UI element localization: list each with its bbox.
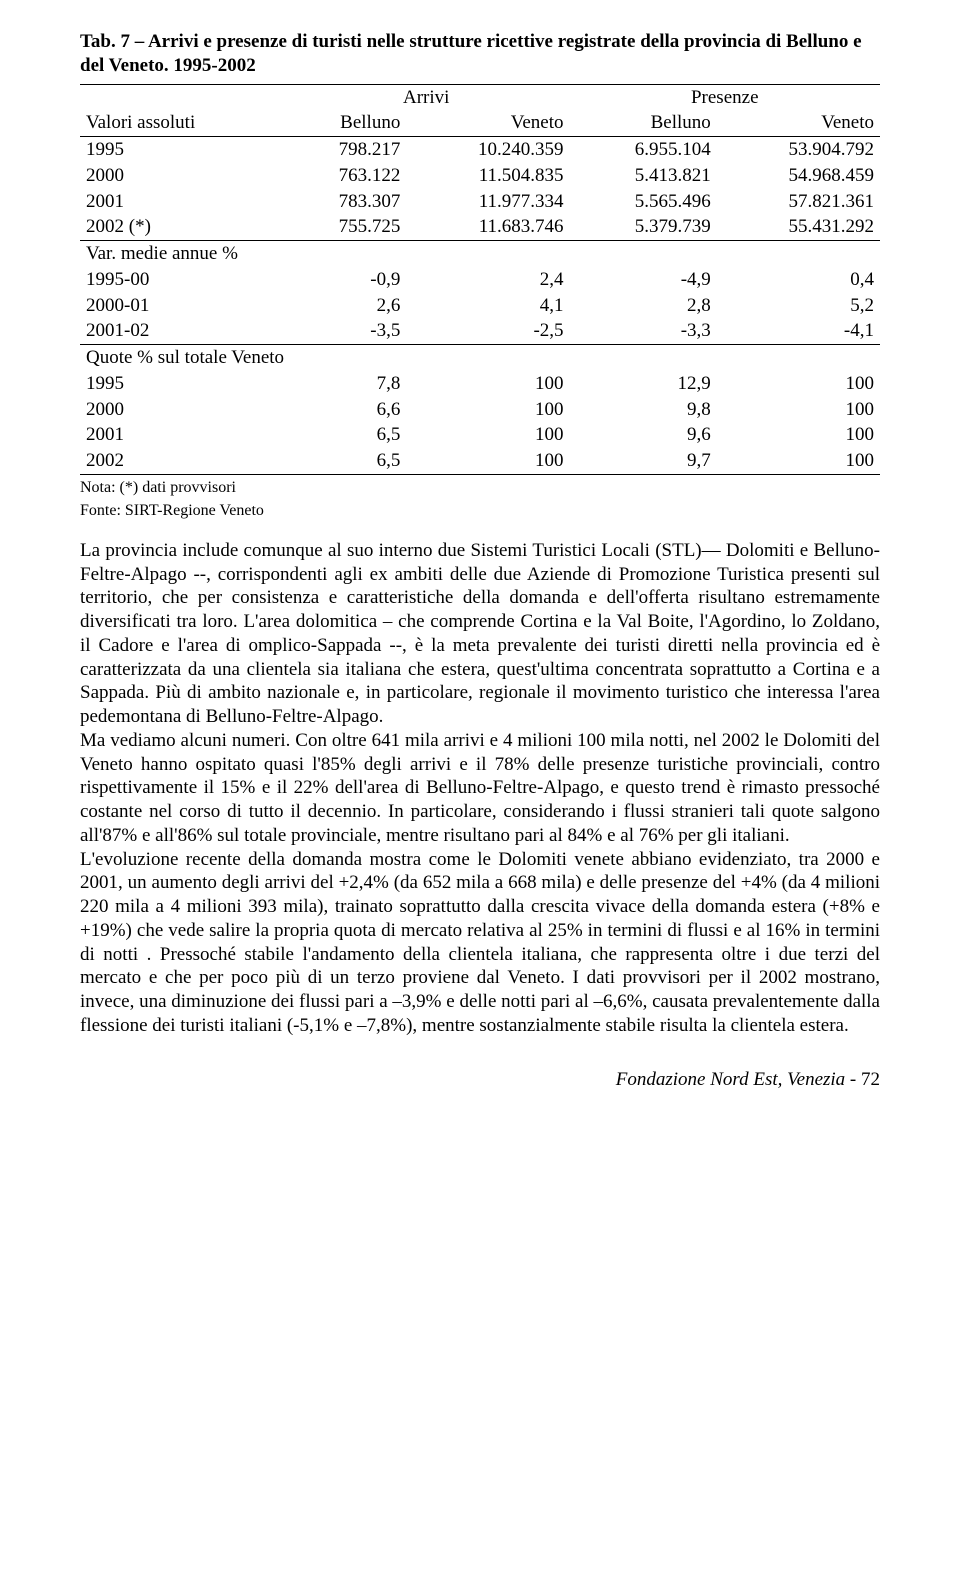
page-footer: Fondazione Nord Est, Venezia - 72 xyxy=(80,1068,880,1092)
table-cell: 6,5 xyxy=(283,422,406,448)
table-cell: 5.565.496 xyxy=(570,189,717,215)
page-number: 72 xyxy=(861,1069,880,1090)
table-cell: 1995-00 xyxy=(80,267,283,293)
table-cell: 2000 xyxy=(80,397,283,423)
header-veneto-2: Veneto xyxy=(717,110,880,136)
table-cell: 6,5 xyxy=(283,448,406,474)
table-cell: 100 xyxy=(717,422,880,448)
table-row: 20026,51009,7100 xyxy=(80,448,880,474)
table-cell: 100 xyxy=(406,397,569,423)
table-cell: 53.904.792 xyxy=(717,137,880,163)
table-cell: 2001-02 xyxy=(80,318,283,344)
table-cell: 5,2 xyxy=(717,293,880,319)
header-belluno-2: Belluno xyxy=(570,110,717,136)
table-cell: -2,5 xyxy=(406,318,569,344)
paragraph-2: Ma vediamo alcuni numeri. Con oltre 641 … xyxy=(80,729,880,848)
table-row: 20016,51009,6100 xyxy=(80,422,880,448)
section-quote-label: Quote % sul totale Veneto xyxy=(80,345,880,371)
section-var-label: Var. medie annue % xyxy=(80,241,880,267)
table-cell: 7,8 xyxy=(283,371,406,397)
header-presenze: Presenze xyxy=(570,84,880,110)
table-cell: 2,4 xyxy=(406,267,569,293)
table-cell: -3,5 xyxy=(283,318,406,344)
table-cell: 11.504.835 xyxy=(406,163,569,189)
table-row: 1995-00-0,92,4-4,90,4 xyxy=(80,267,880,293)
table-cell: 54.968.459 xyxy=(717,163,880,189)
table-cell: 5.413.821 xyxy=(570,163,717,189)
section-var: Var. medie annue % xyxy=(80,241,880,267)
table-row: 20006,61009,8100 xyxy=(80,397,880,423)
table-cell: 6.955.104 xyxy=(570,137,717,163)
table-cell: 12,9 xyxy=(570,371,717,397)
table-cell: 2,8 xyxy=(570,293,717,319)
table-cell: 2002 xyxy=(80,448,283,474)
table-cell: -4,1 xyxy=(717,318,880,344)
header-arrivi: Arrivi xyxy=(283,84,570,110)
header-belluno-1: Belluno xyxy=(283,110,406,136)
table-cell: 10.240.359 xyxy=(406,137,569,163)
table-cell: 1995 xyxy=(80,137,283,163)
table-cell: 1995 xyxy=(80,371,283,397)
table-note-2: Fonte: SIRT-Regione Veneto xyxy=(80,501,880,521)
table-row: 2001783.30711.977.3345.565.49657.821.361 xyxy=(80,189,880,215)
header-valori: Valori assoluti xyxy=(80,110,283,136)
table-row: 2000-012,64,12,85,2 xyxy=(80,293,880,319)
table-cell: 0,4 xyxy=(717,267,880,293)
table-cell: 5.379.739 xyxy=(570,214,717,240)
table-cell: 9,8 xyxy=(570,397,717,423)
table-cell: 100 xyxy=(717,371,880,397)
footer-text: Fondazione Nord Est, Venezia - xyxy=(616,1069,856,1090)
table-cell: 100 xyxy=(406,371,569,397)
paragraph-1: La provincia include comunque al suo int… xyxy=(80,539,880,729)
table-cell: 2002 (*) xyxy=(80,214,283,240)
header-veneto-1: Veneto xyxy=(406,110,569,136)
table-cell: 55.431.292 xyxy=(717,214,880,240)
table-note-1: Nota: (*) dati provvisori xyxy=(80,478,880,498)
data-table: Arrivi Presenze Valori assoluti Belluno … xyxy=(80,84,880,475)
table-cell: 11.977.334 xyxy=(406,189,569,215)
table-header-top: Arrivi Presenze xyxy=(80,84,880,110)
table-row: 1995798.21710.240.3596.955.10453.904.792 xyxy=(80,137,880,163)
table-cell: 2000 xyxy=(80,163,283,189)
table-row: 2001-02-3,5-2,5-3,3-4,1 xyxy=(80,318,880,344)
table-cell: 755.725 xyxy=(283,214,406,240)
table-title: Tab. 7 – Arrivi e presenze di turisti ne… xyxy=(80,30,880,78)
table-cell: -4,9 xyxy=(570,267,717,293)
table-cell: 763.122 xyxy=(283,163,406,189)
table-cell: 2,6 xyxy=(283,293,406,319)
table-cell: 100 xyxy=(717,397,880,423)
table-cell: 6,6 xyxy=(283,397,406,423)
table-cell: 9,7 xyxy=(570,448,717,474)
table-row: 2002 (*)755.72511.683.7465.379.73955.431… xyxy=(80,214,880,240)
table-header-sub: Valori assoluti Belluno Veneto Belluno V… xyxy=(80,110,880,136)
table-cell: -3,3 xyxy=(570,318,717,344)
table-cell: 11.683.746 xyxy=(406,214,569,240)
section-quote: Quote % sul totale Veneto xyxy=(80,345,880,371)
table-cell: -0,9 xyxy=(283,267,406,293)
paragraph-3: L'evoluzione recente della domanda mostr… xyxy=(80,848,880,1038)
table-cell: 783.307 xyxy=(283,189,406,215)
table-cell: 100 xyxy=(406,422,569,448)
table-cell: 2000-01 xyxy=(80,293,283,319)
table-row: 2000763.12211.504.8355.413.82154.968.459 xyxy=(80,163,880,189)
table-cell: 798.217 xyxy=(283,137,406,163)
table-cell: 57.821.361 xyxy=(717,189,880,215)
table-cell: 2001 xyxy=(80,422,283,448)
table-row: 19957,810012,9100 xyxy=(80,371,880,397)
table-cell: 4,1 xyxy=(406,293,569,319)
table-cell: 100 xyxy=(717,448,880,474)
table-cell: 2001 xyxy=(80,189,283,215)
table-cell: 9,6 xyxy=(570,422,717,448)
table-cell: 100 xyxy=(406,448,569,474)
